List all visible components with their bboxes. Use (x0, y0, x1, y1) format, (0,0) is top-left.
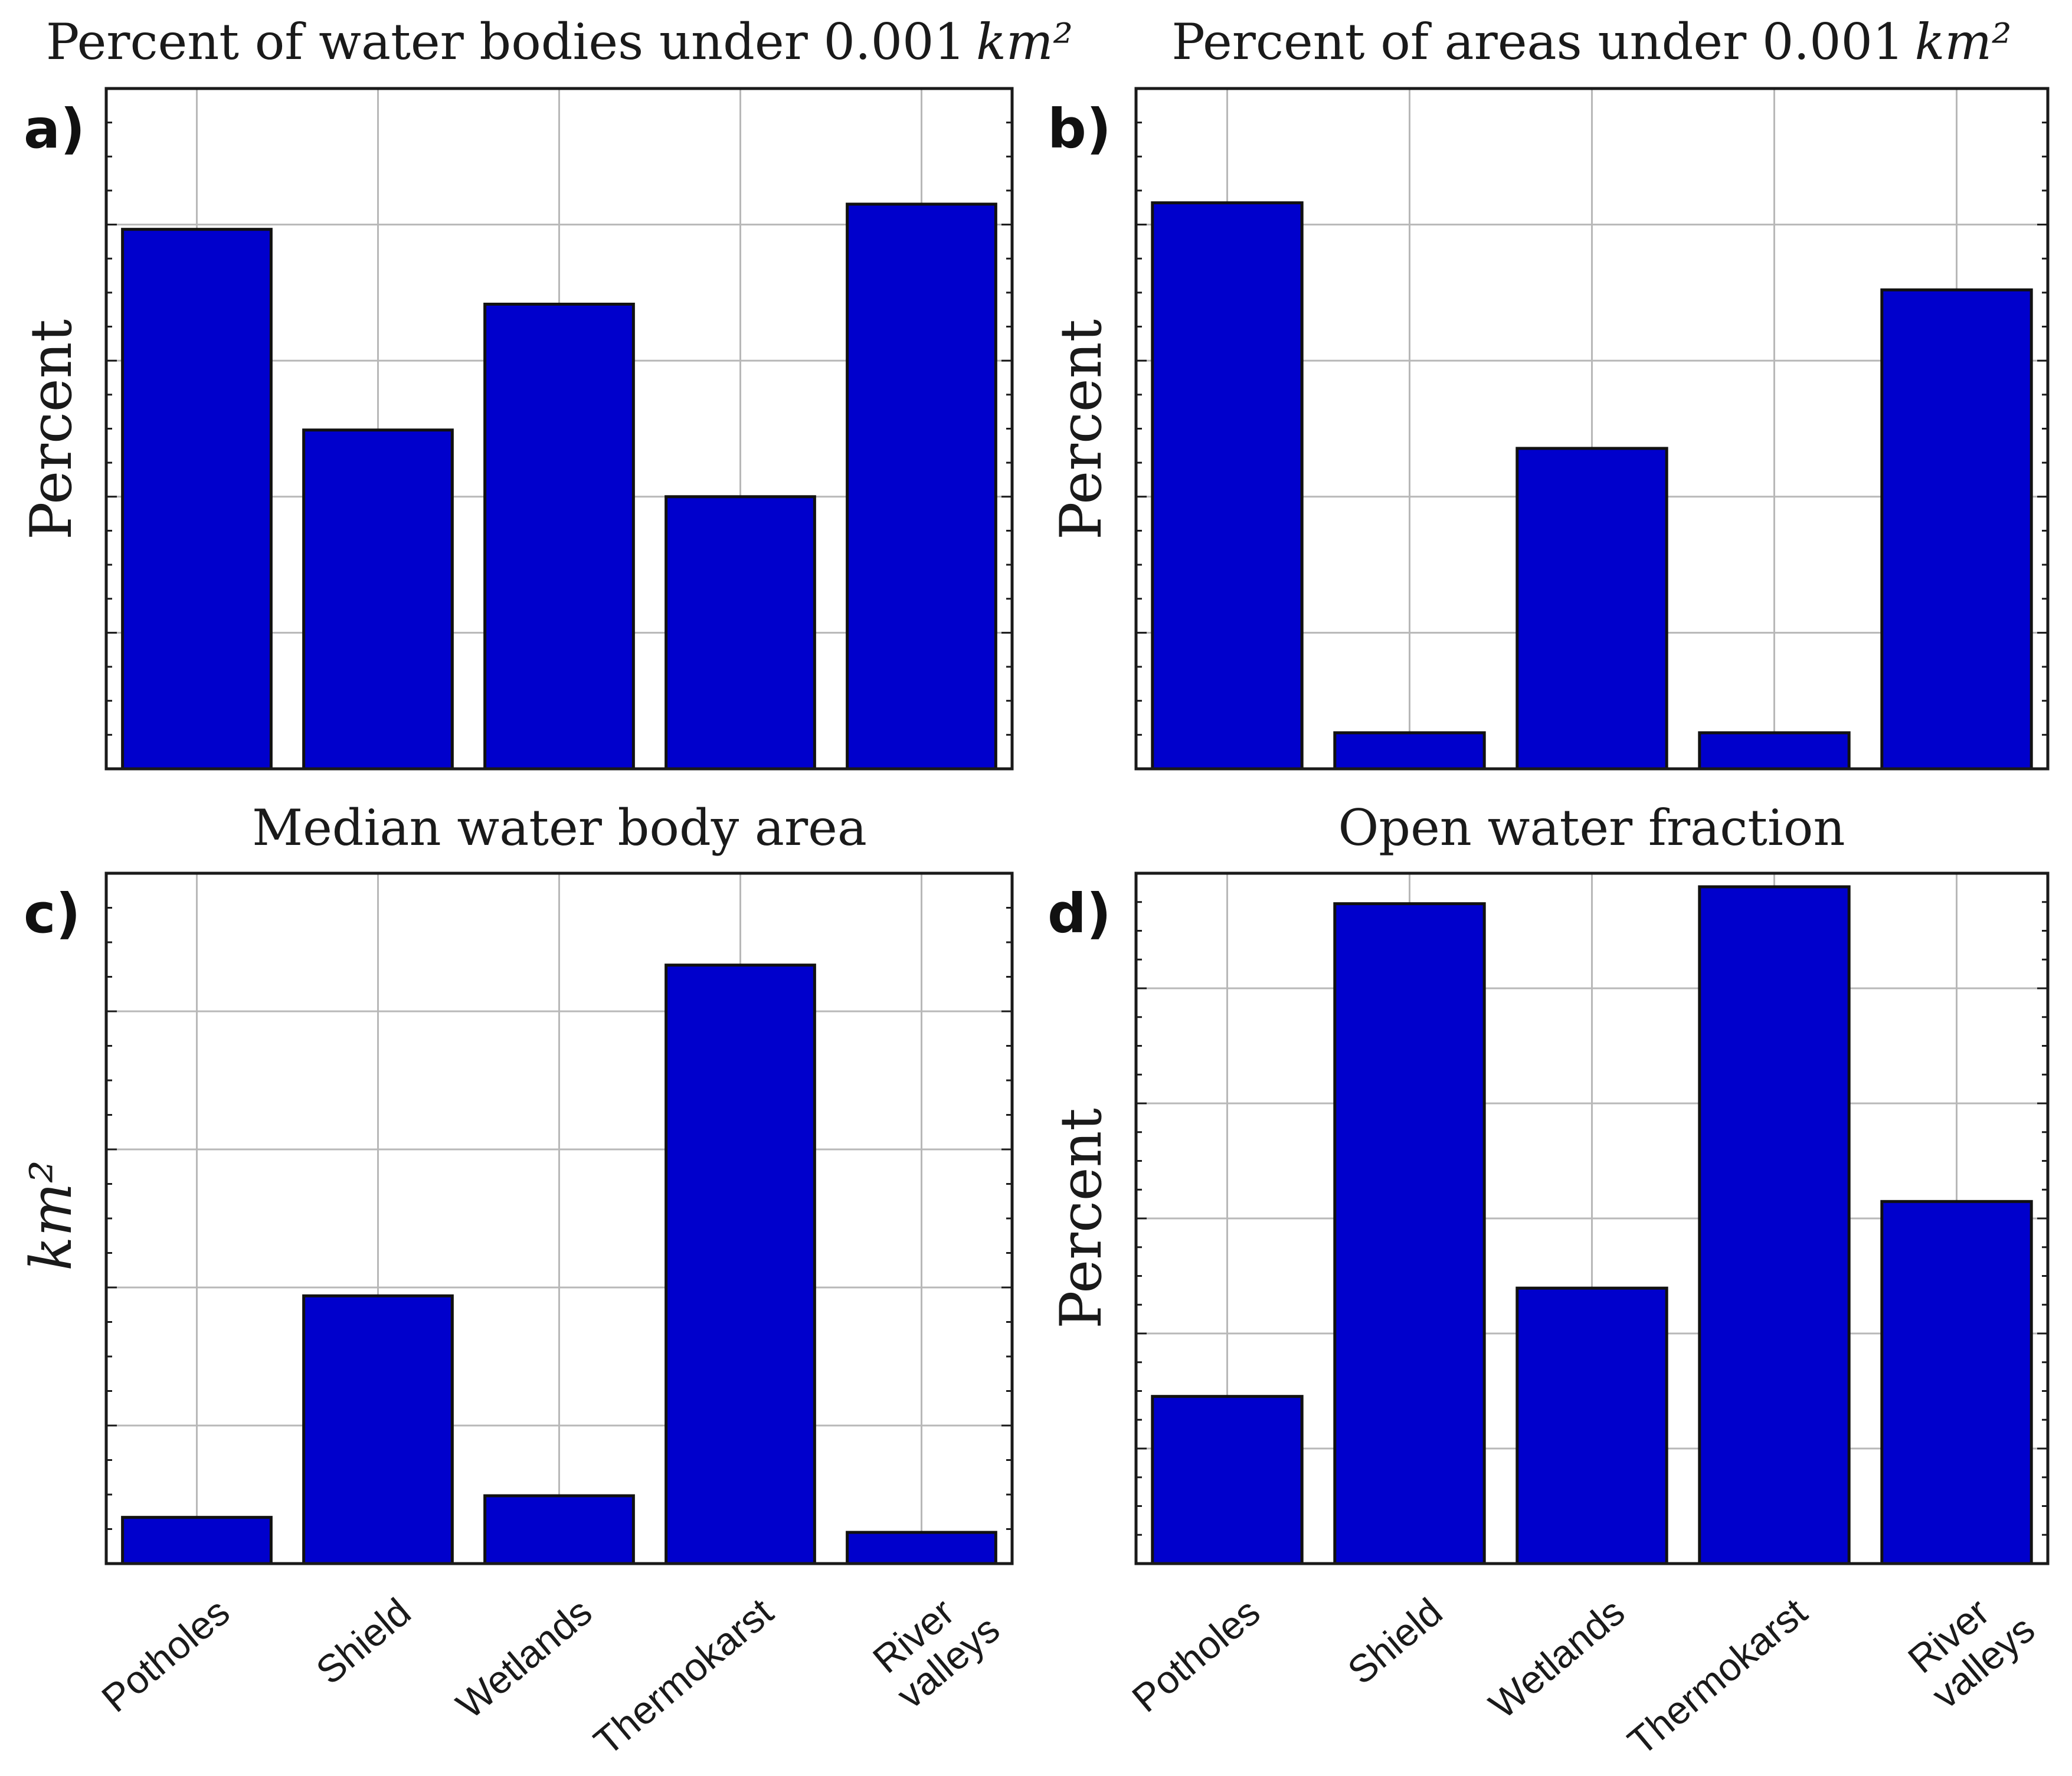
panel-label: c) (24, 882, 81, 945)
y-axis-label: km² (18, 1160, 84, 1271)
chart-title: Median water body area (252, 799, 867, 857)
bar-river-valleys (1880, 1200, 2033, 1565)
panel-label: b) (1048, 97, 1111, 160)
bar-potholes (121, 1516, 273, 1565)
bar-potholes (1151, 1395, 1304, 1565)
bar-thermokarst (665, 964, 816, 1565)
x-tick-label: Shield (307, 1590, 418, 1693)
chart-panel-1: Percent of water bodies under 0.001 km² a)… (18, 13, 1073, 771)
plot-frame (104, 871, 1014, 1565)
bar-wetlands (1515, 1286, 1668, 1565)
bar-potholes (1151, 201, 1304, 771)
plot-frame (104, 87, 1014, 771)
bar-potholes (121, 228, 273, 771)
plot-frame (1134, 87, 2050, 771)
x-tick-label: Potholes (93, 1590, 237, 1721)
x-tick-label: Wetlands (448, 1590, 600, 1727)
x-tick-label: Thermokarst (585, 1590, 781, 1764)
bar-wetlands (1515, 447, 1668, 771)
bar-shield (1333, 902, 1486, 1565)
bar-wetlands (483, 303, 635, 771)
chart-panel-4: Open water fraction d) Percent Potholes Shie… (1048, 799, 2050, 1764)
y-axis-label: Percent (1048, 1108, 1114, 1329)
bar-wetlands (483, 1494, 635, 1565)
x-tick-label: Shield (1339, 1590, 1450, 1693)
x-tick-label: Rivervalleys (1896, 1574, 2042, 1717)
bar-shield (1333, 731, 1486, 771)
bar-river-valleys (846, 1531, 997, 1565)
chart-panel-2: Percent of areas under 0.001 km² b) Percent (1048, 13, 2050, 771)
x-tick-label: Potholes (1124, 1590, 1268, 1721)
chart-title: Percent of areas under 0.001 km² (1171, 13, 2011, 71)
x-tick-label: Rivervalleys (861, 1574, 1007, 1717)
bar-thermokarst (1698, 885, 1851, 1565)
panel-label: a) (24, 97, 85, 160)
x-tick-label: Thermokarst (1619, 1590, 1815, 1764)
bar-river-valleys (846, 202, 997, 771)
y-axis-label: Percent (1048, 319, 1114, 540)
panel-label: d) (1048, 882, 1111, 945)
bar-shield (302, 428, 454, 771)
y-axis-label: Percent (18, 319, 84, 540)
chart-title: Open water fraction (1338, 799, 1845, 857)
bar-thermokarst (665, 495, 816, 771)
chart-panel-3: Median water body area c) km² Potholes Shiel… (18, 799, 1014, 1764)
bar-thermokarst (1698, 731, 1851, 771)
chart-title: Percent of water bodies under 0.001 km² (46, 13, 1073, 71)
x-tick-label: Wetlands (1481, 1590, 1632, 1727)
plot-frame (1134, 871, 2050, 1565)
bar-shield (302, 1294, 454, 1565)
bar-river-valleys (1880, 288, 2033, 771)
